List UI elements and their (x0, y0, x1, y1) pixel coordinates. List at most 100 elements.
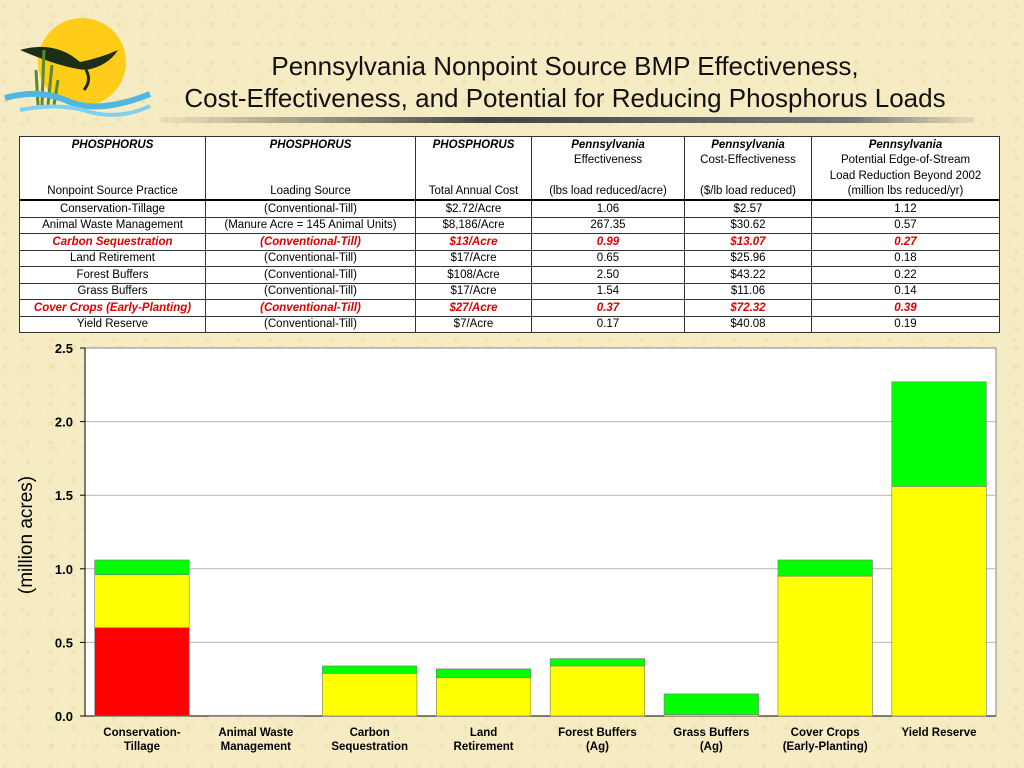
x-tick-label: Land (470, 727, 497, 739)
table-cell: $7/Acre (415, 315, 532, 333)
table-cell: $8,186/Acre (415, 216, 532, 234)
bar-segment (436, 668, 532, 679)
table-header-cell: PHOSPHORUS (205, 136, 416, 153)
table-header-cell (205, 168, 416, 184)
table-header-cell: Pennsylvania (684, 136, 812, 153)
table-header-cell: Pennsylvania (811, 136, 1000, 153)
table-cell: 1.54 (531, 282, 685, 300)
bar-segment (549, 665, 645, 717)
table-cell: $72.32 (684, 299, 812, 317)
table-header-cell: (million lbs reduced/yr) (811, 183, 1000, 200)
y-tick-label: 1.5 (55, 488, 73, 503)
bar-segment (663, 693, 759, 715)
table-cell: 0.65 (531, 249, 685, 267)
title-line-2: Cost-Effectiveness, and Potential for Re… (184, 83, 946, 113)
table-header-cell: Loading Source (205, 183, 416, 200)
table-row: Cover Crops (Early-Planting) (Conventiona… (19, 299, 1000, 317)
table-cell: 0.14 (811, 282, 1000, 300)
table-cell: (Conventional-Till) (205, 282, 416, 300)
table-row: Land Retirement (Conventional-Till) $17/Ac… (19, 249, 1000, 267)
y-tick-label: 2.0 (55, 415, 73, 430)
page-title: Pennsylvania Nonpoint Source BMP Effecti… (150, 50, 980, 114)
table-header-cell: Potential Edge-of-Stream (811, 152, 1000, 168)
table-cell: Land Retirement (19, 249, 206, 267)
table-cell: $2.72/Acre (415, 199, 532, 218)
x-tick-label: (Ag) (586, 741, 609, 753)
table-header-cell: PHOSPHORUS (415, 136, 532, 153)
x-tick-label: Management (221, 741, 291, 753)
table-cell: (Conventional-Till) (205, 266, 416, 284)
table-header-row: Nonpoint Source Practice Loading Source To… (19, 183, 1000, 200)
table-cell: Animal Waste Management (19, 216, 206, 234)
bar-segment (891, 381, 987, 487)
bar-segment (322, 673, 418, 717)
table-cell: (Conventional-Till) (205, 199, 416, 218)
y-tick-label: 0.5 (55, 635, 73, 650)
table-header-cell: Nonpoint Source Practice (19, 183, 206, 200)
table-header-cell (415, 152, 532, 168)
table-cell: 0.27 (811, 233, 1000, 251)
table-cell: $43.22 (684, 266, 812, 284)
table-header-cell: (lbs load reduced/acre) (531, 183, 685, 200)
bar-segment (436, 677, 532, 717)
table-cell: $30.62 (684, 216, 812, 234)
table-cell: (Conventional-Till) (205, 315, 416, 333)
table-cell: Cover Crops (Early-Planting) (19, 299, 206, 317)
x-tick-label: Sequestration (331, 741, 408, 753)
table-cell: (Conventional-Till) (205, 299, 416, 317)
x-tick-label: Retirement (454, 741, 514, 753)
table-cell: 0.18 (811, 249, 1000, 267)
table-row: Forest Buffers (Conventional-Till) $108/Ac… (19, 266, 1000, 284)
table-cell: 0.57 (811, 216, 1000, 234)
table-row: Yield Reserve (Conventional-Till) $7/Acre 0… (19, 315, 1000, 333)
table-cell: $40.08 (684, 315, 812, 333)
table-header-cell: Effectiveness (531, 152, 685, 168)
y-tick-label: 2.5 (55, 341, 73, 356)
table-header-cell: PHOSPHORUS (19, 136, 206, 153)
table-header-row: Load Reduction Beyond 2002 (19, 168, 1000, 184)
y-tick-label: 0.0 (55, 709, 73, 724)
table-header-cell (205, 152, 416, 168)
table-cell: $11.06 (684, 282, 812, 300)
table-cell: 0.39 (811, 299, 1000, 317)
bar-segment (891, 486, 987, 717)
table-header-row: PHOSPHORUS PHOSPHORUS PHOSPHORUS Pennsylvan… (19, 136, 1000, 153)
table-row: Grass Buffers (Conventional-Till) $17/Acre… (19, 282, 1000, 300)
table-header-cell: Pennsylvania (531, 136, 685, 153)
bar-segment (777, 559, 873, 577)
y-tick-label: 1.0 (55, 562, 73, 577)
x-tick-label: Animal Waste (218, 727, 293, 739)
table-cell: 2.50 (531, 266, 685, 284)
x-tick-label: Tillage (124, 741, 160, 753)
table-header-cell: Total Annual Cost (415, 183, 532, 200)
table-row: Animal Waste Management (Manure Acre = 14… (19, 216, 1000, 234)
table-cell: $17/Acre (415, 249, 532, 267)
bar-segment (94, 559, 190, 575)
table-cell: (Manure Acre = 145 Animal Units) (205, 216, 416, 234)
table-cell: Grass Buffers (19, 282, 206, 300)
table-cell: $2.57 (684, 199, 812, 218)
table-header-cell (19, 152, 206, 168)
bar-segment (94, 627, 190, 717)
table-header-cell (684, 168, 812, 184)
bmp-table: PHOSPHORUS PHOSPHORUS PHOSPHORUS Pennsylvan… (19, 136, 1000, 333)
x-tick-label: Forest Buffers (558, 727, 637, 739)
table-cell: $17/Acre (415, 282, 532, 300)
table-cell: $13.07 (684, 233, 812, 251)
table-header-cell: ($/lb load reduced) (684, 183, 812, 200)
table-cell: Yield Reserve (19, 315, 206, 333)
title-divider (160, 117, 975, 123)
bar-segment (777, 575, 873, 717)
table-cell: 267.35 (531, 216, 685, 234)
table-cell: (Conventional-Till) (205, 249, 416, 267)
table-cell: 0.17 (531, 315, 685, 333)
table-cell: 0.99 (531, 233, 685, 251)
table-header-cell: Load Reduction Beyond 2002 (811, 168, 1000, 184)
table-header-cell (415, 168, 532, 184)
table-cell: 1.06 (531, 199, 685, 218)
table-row: Conservation-Tillage (Conventional-Till) $… (19, 199, 1000, 218)
x-tick-label: Cover Crops (791, 727, 860, 739)
table-cell: $108/Acre (415, 266, 532, 284)
sun-bird-logo (4, 18, 152, 117)
table-cell: $27/Acre (415, 299, 532, 317)
